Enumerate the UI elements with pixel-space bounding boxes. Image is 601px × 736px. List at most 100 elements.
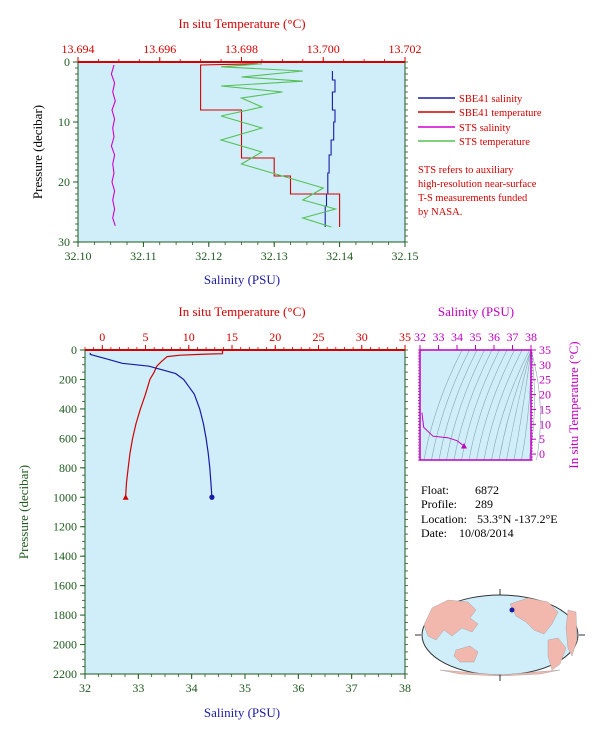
tick-label: 35 bbox=[470, 330, 482, 344]
tick-label: 38 bbox=[399, 681, 411, 695]
legend-label: SBE41 salinity bbox=[459, 94, 523, 105]
tick-label: 33 bbox=[132, 681, 144, 695]
legend-entry-sts-temperature: STS temperature bbox=[418, 137, 530, 148]
tick-label: 37 bbox=[507, 330, 519, 344]
legend-entry-sts-salinity: STS salinity bbox=[418, 123, 511, 134]
asia-landmass bbox=[423, 599, 479, 641]
ts-salinity-axis-title: Salinity (PSU) bbox=[438, 304, 514, 319]
bottom-plot-area bbox=[85, 350, 405, 674]
bottom-salinity-axis-title: Salinity (PSU) bbox=[204, 705, 280, 720]
ts-end-marker bbox=[461, 443, 468, 449]
isopycnal-line bbox=[506, 349, 532, 461]
isopycnal-line bbox=[513, 349, 532, 461]
profile-label: Profile: bbox=[421, 497, 457, 511]
tick-label: 38 bbox=[525, 330, 537, 344]
isopycnal-line bbox=[423, 349, 463, 461]
tick-label: 32.15 bbox=[392, 249, 419, 263]
ts-series-layer bbox=[421, 412, 468, 449]
legend-label: STS salinity bbox=[459, 123, 511, 134]
date-value: 10/08/2014 bbox=[459, 526, 514, 540]
top-pressure-axis-title: Pressure (decibar) bbox=[30, 105, 45, 199]
top-legend: SBE41 salinity SBE41 temperature STS sal… bbox=[418, 94, 542, 148]
tick-label: 32 bbox=[414, 330, 426, 344]
salinity-end-marker bbox=[209, 494, 215, 500]
tick-label: 30 bbox=[58, 235, 70, 249]
australia-landmass bbox=[453, 645, 479, 663]
tick-label: 33 bbox=[433, 330, 445, 344]
top-salinity-axis-title: Salinity (PSU) bbox=[204, 272, 280, 287]
tick-label: 35 bbox=[399, 330, 411, 344]
tick-label: 35 bbox=[539, 343, 551, 357]
world-map bbox=[415, 589, 585, 681]
float-location-marker bbox=[509, 607, 515, 613]
tick-label: 0 bbox=[71, 343, 77, 357]
tick-label: 32.13 bbox=[261, 249, 288, 263]
isopycnal-line bbox=[530, 349, 541, 461]
tick-label: 1200 bbox=[53, 520, 77, 534]
tick-label: 32.12 bbox=[195, 249, 222, 263]
isopycnal-line bbox=[453, 349, 493, 461]
isopycnal-line bbox=[431, 349, 470, 461]
top-panel: In situ Temperature (°C) 13.694 13.696 13.… bbox=[30, 16, 542, 287]
isopycnal-line bbox=[498, 349, 532, 461]
tick-label: 10 bbox=[539, 417, 551, 431]
tick-label: 25 bbox=[313, 330, 325, 344]
sts-note-line: by NASA. bbox=[418, 207, 462, 218]
europe-africa-landmass bbox=[565, 609, 578, 657]
tick-label: 25 bbox=[539, 373, 551, 387]
tick-label: 20 bbox=[58, 175, 70, 189]
tick-label: 10 bbox=[183, 330, 195, 344]
tick-label: 400 bbox=[59, 402, 77, 416]
tick-label: 13.696 bbox=[143, 42, 176, 56]
tick-label: 15 bbox=[539, 402, 551, 416]
isopycnal-line bbox=[468, 349, 508, 461]
tick-label: 13.702 bbox=[389, 42, 422, 56]
tick-label: 32.11 bbox=[130, 249, 157, 263]
map-land bbox=[423, 597, 578, 677]
ts-plot-area bbox=[420, 350, 531, 460]
float-info: Float: 6872 Profile: 289 Location: 53.3°… bbox=[421, 483, 558, 540]
tick-label: 2000 bbox=[53, 638, 77, 652]
tick-label: 32.14 bbox=[326, 249, 353, 263]
tick-label: 15 bbox=[226, 330, 238, 344]
tick-label: 1000 bbox=[53, 490, 77, 504]
profile-value: 289 bbox=[475, 497, 493, 511]
top-temp-ticks: 13.694 13.696 13.698 13.700 13.702 bbox=[62, 42, 422, 62]
tick-label: 0 bbox=[64, 55, 70, 69]
bottom-pressure-axis-title: Pressure (decibar) bbox=[16, 465, 31, 559]
south-america-landmass bbox=[547, 637, 567, 671]
ts-plot-frame bbox=[419, 349, 532, 461]
float-label: Float: bbox=[421, 483, 449, 497]
float-value: 6872 bbox=[475, 483, 499, 497]
tick-label: 34 bbox=[186, 681, 198, 695]
salinity-profile-line bbox=[89, 352, 213, 498]
legend-label: SBE41 temperature bbox=[459, 108, 542, 119]
tick-label: 800 bbox=[59, 461, 77, 475]
location-value: 53.3°N -137.2°E bbox=[477, 512, 558, 526]
bottom-temp-axis-title: In situ Temperature (°C) bbox=[178, 304, 305, 319]
north-america-landmass bbox=[509, 597, 559, 635]
location-label: Location: bbox=[421, 512, 467, 526]
ts-inset-panel: Salinity (PSU) 32 33 34 35 36 37 38 3530252015… bbox=[414, 304, 581, 469]
top-series-layer bbox=[110, 63, 341, 228]
tick-label: 1600 bbox=[53, 579, 77, 593]
tick-label: 20 bbox=[539, 388, 551, 402]
sbe41-temperature-line bbox=[200, 63, 341, 227]
tick-label: 13.698 bbox=[225, 42, 258, 56]
legend-label: STS temperature bbox=[459, 137, 530, 148]
tick-label: 20 bbox=[269, 330, 281, 344]
ts-density-contours bbox=[423, 349, 541, 461]
top-salinity-ticks: 32.10 32.11 32.12 32.13 32.14 32.15 bbox=[65, 242, 419, 263]
tick-label: 13.700 bbox=[307, 42, 340, 56]
tick-label: 32.10 bbox=[65, 249, 92, 263]
tick-label: 200 bbox=[59, 372, 77, 386]
sts-note-line: T-S measurements funded bbox=[418, 193, 528, 204]
legend-entry-sbe41-salinity: SBE41 salinity bbox=[418, 94, 523, 105]
bottom-pressure-ticks: 0 200 400 600 800 1000 1200 1400 1600 1800 2000 220… bbox=[53, 343, 408, 681]
sts-temperature-line bbox=[219, 63, 338, 228]
tick-label: 5 bbox=[539, 432, 545, 446]
sts-note: STS refers to auxiliary high-resolution … bbox=[418, 165, 537, 218]
date-label: Date: bbox=[421, 526, 447, 540]
tick-label: 35 bbox=[239, 681, 251, 695]
